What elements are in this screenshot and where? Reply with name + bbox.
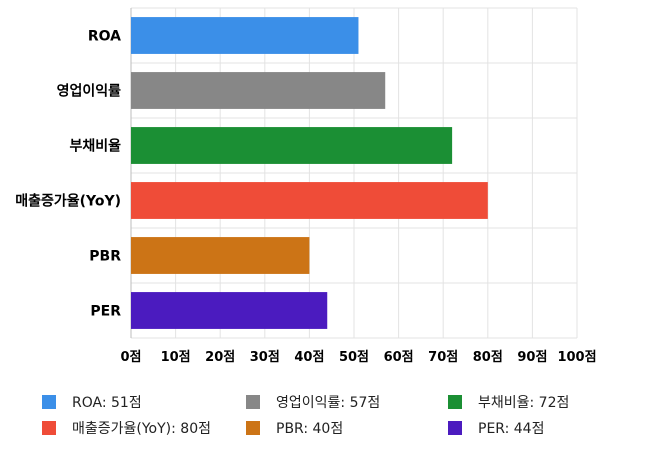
legend-item-debt-ratio: 부채비율: 72점 (448, 392, 569, 412)
x-tick-label: 40점 (294, 350, 324, 365)
legend-label: 부채비율: 72점 (478, 395, 570, 411)
legend: ROA: 51점 영업이익률: 57점 부채비율: 72점 매출증가율(YoY)… (42, 392, 642, 442)
legend-swatch (42, 421, 56, 435)
category-label: 부채비율 (69, 138, 121, 155)
x-tick-label: 70점 (428, 350, 458, 365)
bar (131, 127, 453, 164)
legend-swatch (448, 421, 462, 435)
legend-swatch (448, 395, 462, 409)
x-tick-labels: 0점 10점 20점 30점 40점 50점 60점 70점 80점 90점 100점 (120, 350, 596, 365)
legend-swatch (246, 395, 260, 409)
category-label: PBR (89, 249, 121, 265)
category-label: PER (90, 304, 121, 320)
legend-item-per: PER: 44점 (448, 418, 544, 438)
bar (131, 17, 359, 54)
x-tick-label: 20점 (205, 350, 235, 365)
legend-swatch (246, 421, 260, 435)
grid (130, 7, 578, 339)
x-tick-label: 80점 (473, 350, 503, 365)
legend-item-operating-margin: 영업이익률: 57점 (246, 392, 380, 412)
x-tick-label: 50점 (339, 350, 369, 365)
x-tick-label: 0점 (120, 350, 141, 365)
bar (131, 72, 386, 109)
category-label: 영업이익률 (57, 83, 122, 100)
legend-item-pbr: PBR: 40점 (246, 418, 343, 438)
legend-swatch (42, 395, 56, 409)
legend-label: PER: 44점 (478, 421, 545, 437)
category-label: ROA (88, 29, 121, 45)
x-tick-label: 90점 (517, 350, 547, 365)
bar (131, 292, 328, 329)
x-tick-label: 10점 (161, 350, 191, 365)
bars (131, 17, 488, 329)
legend-label: ROA: 51점 (72, 395, 142, 411)
legend-label: 매출증가율(YoY): 80점 (72, 421, 211, 437)
category-label: 매출증가율(YoY) (15, 193, 121, 210)
legend-label: PBR: 40점 (276, 421, 344, 437)
legend-label: 영업이익률: 57점 (276, 395, 381, 411)
x-tick-label: 30점 (250, 350, 280, 365)
bar (131, 182, 488, 219)
legend-item-sales-growth: 매출증가율(YoY): 80점 (42, 418, 211, 438)
x-tick-label: 100점 (557, 350, 596, 365)
x-tick-label: 60점 (384, 350, 414, 365)
bar (131, 237, 310, 274)
legend-item-roa: ROA: 51점 (42, 392, 142, 412)
